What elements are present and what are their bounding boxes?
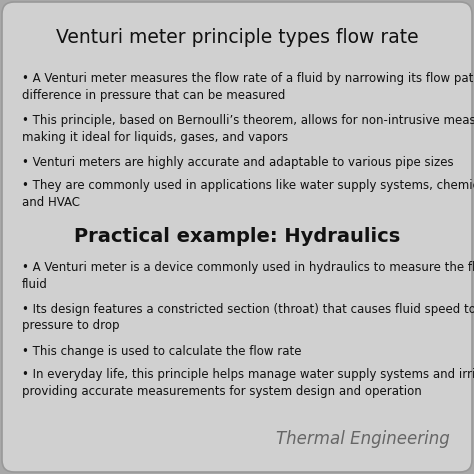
Text: • They are commonly used in applications like water supply systems, chemical pro: • They are commonly used in applications… xyxy=(22,179,474,209)
Text: • This change is used to calculate the flow rate: • This change is used to calculate the f… xyxy=(22,345,301,358)
Text: • A Venturi meter is a device commonly used in hydraulics to measure the flow ra: • A Venturi meter is a device commonly u… xyxy=(22,261,474,291)
Text: • Its design features a constricted section (throat) that causes fluid speed to : • Its design features a constricted sect… xyxy=(22,303,474,332)
Text: • Venturi meters are highly accurate and adaptable to various pipe sizes: • Venturi meters are highly accurate and… xyxy=(22,156,454,169)
Text: Venturi meter principle types flow rate: Venturi meter principle types flow rate xyxy=(55,28,419,47)
Text: • In everyday life, this principle helps manage water supply systems and irrigat: • In everyday life, this principle helps… xyxy=(22,368,474,398)
Text: Practical example: Hydraulics: Practical example: Hydraulics xyxy=(74,227,400,246)
Text: Thermal Engineering: Thermal Engineering xyxy=(276,430,450,448)
Text: • A Venturi meter measures the flow rate of a fluid by narrowing its flow path, : • A Venturi meter measures the flow rate… xyxy=(22,72,474,101)
Text: • This principle, based on Bernoulli’s theorem, allows for non-intrusive measure: • This principle, based on Bernoulli’s t… xyxy=(22,114,474,144)
